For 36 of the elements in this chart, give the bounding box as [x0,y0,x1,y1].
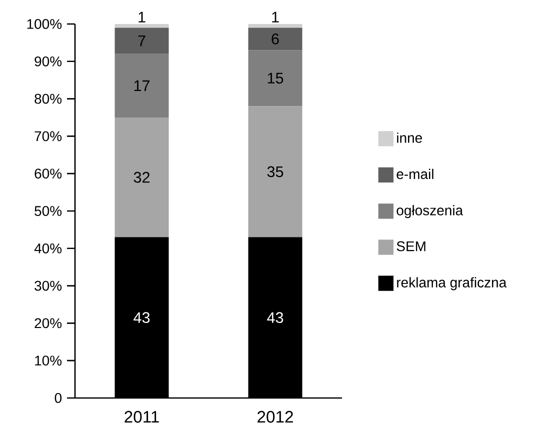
y-tick-label: 30% [34,280,62,291]
data-label: 1 [272,12,279,22]
data-label: 1 [138,12,146,22]
y-tick-label: 40% [34,243,62,254]
data-label: 35 [267,166,284,178]
legend-label: reklama graficzna [397,277,507,290]
y-tick-label: 60% [34,168,62,179]
bar [248,28,302,50]
data-label: 43 [134,312,150,323]
x-tick-label: 2011 [124,410,159,423]
y-tick-label: 90% [34,56,62,66]
bar [248,106,302,238]
legend-label: SEM [396,241,426,252]
y-tick-label: 80% [34,94,62,104]
y-tick-label: 20% [34,318,62,328]
bar [114,24,169,28]
bar [114,54,169,118]
data-label: 15 [268,72,284,84]
bar [114,117,169,238]
data-label: 43 [267,312,284,323]
y-tick-label: 100% [27,19,62,29]
legend-label: inne [397,132,422,143]
y-tick-label: 50% [34,206,62,216]
data-label: 17 [134,80,150,91]
legend-label: e-mail [396,168,434,180]
y-tick-label: 0 [54,393,62,403]
y-tick-label: 10% [35,356,62,366]
data-label: 32 [134,172,150,183]
bar [248,50,302,106]
bar [114,28,169,54]
data-label: 6 [272,34,279,44]
y-tick-label: 70% [34,131,62,142]
x-tick-label: 2012 [258,410,293,423]
data-label: 7 [138,36,146,46]
bar [248,24,302,28]
legend-label: ogłoszenia [396,205,464,218]
